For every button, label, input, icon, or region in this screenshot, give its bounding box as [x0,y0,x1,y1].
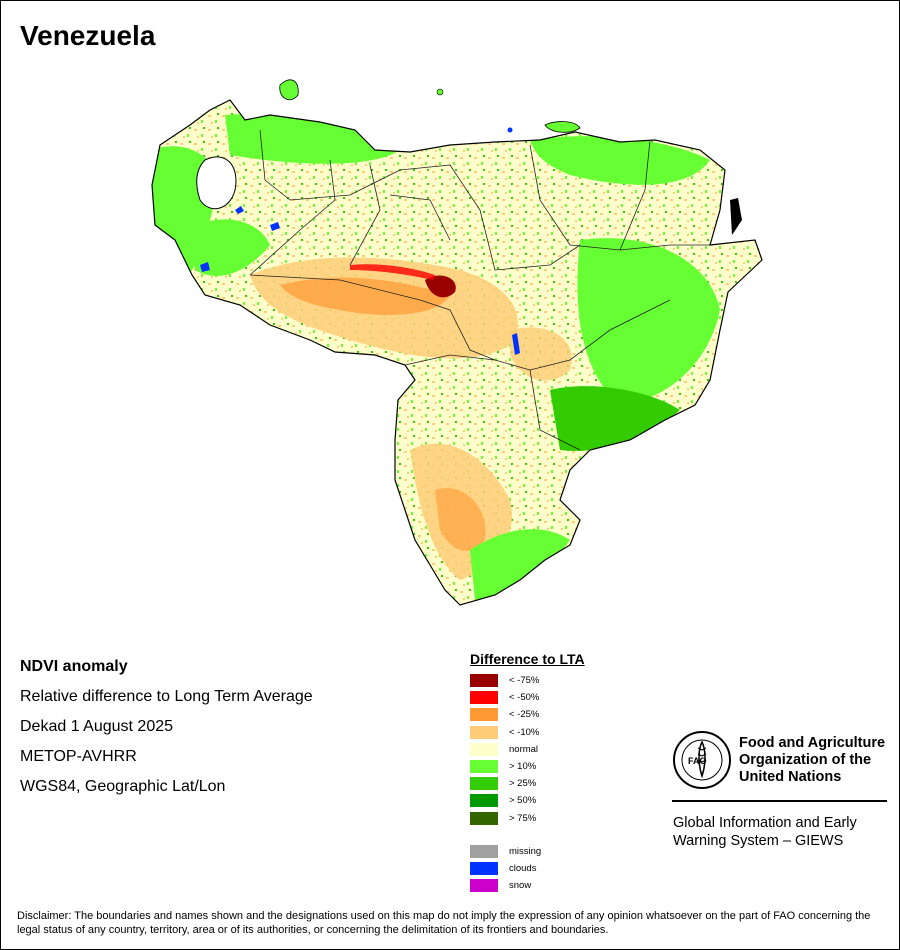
legend-item: missing [470,843,585,860]
green-zone-east [577,238,720,405]
product-period: Dekad 1 August 2025 [20,718,174,735]
dry-zone-llanos [280,277,450,315]
organization-name: Food and Agriculture Organization of the… [739,735,885,786]
legend-item: snow [470,877,585,894]
dry-zone-south-core [435,488,486,551]
lake-maracaibo [196,156,237,210]
legend-label: > 50% [509,795,537,807]
legend-label: > 25% [509,778,537,790]
legend-swatch [470,674,498,687]
legend-swatch [470,879,498,893]
legend-item: > 25% [470,775,585,792]
giews-line: Warning System – GIEWS [673,833,844,849]
green-zone-northeast [530,136,710,185]
legend-swatch [470,844,498,858]
green-zone-andes [190,219,270,276]
legend-title: Difference to LTA [470,651,585,667]
legend-label: clouds [509,862,537,874]
cloud-patch-2 [200,262,210,272]
product-description: Relative difference to Long Term Average [20,688,313,705]
legend-label: > 75% [509,812,537,824]
legend-item: < -75% [470,672,585,689]
legend-swatch [470,777,498,791]
map-info: NDVI anomaly Relative difference to Long… [20,656,313,806]
legend-label: snow [509,880,532,892]
legend-item: > 75% [470,810,585,827]
cloud-patch-4 [235,206,244,214]
green-zone-north-coast [225,114,400,164]
state-boundaries [249,129,710,451]
legend-label: missing [509,845,542,857]
green-zone-south-tip [470,529,570,600]
legend-item: < -50% [470,689,585,706]
giews-line: Global Information and Early [673,815,857,831]
product-projection: WGS84, Geographic Lat/Lon [20,778,226,795]
legend-item: > 50% [470,792,585,809]
legend-swatch [470,794,498,808]
cloud-patch-1 [270,222,280,231]
product-name: NDVI anomaly [20,658,128,675]
legend-label: < -75% [509,675,540,686]
dry-zone-east [510,327,572,381]
legend-swatch [470,861,498,875]
legend: Difference to LTA < -75% < -50% < -25% <… [470,651,585,894]
divider [672,800,887,802]
legend-item: clouds [470,860,585,877]
fao-logo: FAO [673,731,731,789]
legend-label: > 10% [509,760,537,772]
legend-swatch [470,725,498,739]
legend-item: > 10% [470,758,585,775]
islands [279,79,742,235]
legend-item: < -25% [470,706,585,723]
legend-item: < -10% [470,724,585,741]
legend-swatch [470,759,498,773]
ndvi-anomaly-map [151,79,763,606]
giews-name: Global Information and Early Warning Sys… [673,814,857,850]
green-zone-southeast [550,386,680,451]
legend-swatch [470,811,498,825]
product-sensor: METOP-AVHRR [20,748,137,765]
severe-deficit-spot [425,275,456,298]
legend-label: < -50% [509,692,540,704]
organization-name-line: United Nations [739,769,842,785]
legend-label: < -10% [509,726,540,738]
legend-swatch [470,742,498,756]
legend-swatch [470,708,498,722]
cloud-patch-3 [512,333,520,355]
strong-deficit-band [350,264,435,280]
legend-label: < -25% [509,709,540,721]
legend-item: normal [470,741,585,758]
legend-swatch [470,691,498,705]
disclaimer: Disclaimer: The boundaries and names sho… [17,910,871,936]
logo-letter-f: FAO [688,756,707,766]
map-title: Venezuela [20,20,156,51]
legend-label: normal [509,743,539,755]
organization-name-line: Organization of the [739,752,872,768]
organization-name-line: Food and Agriculture [739,735,886,751]
